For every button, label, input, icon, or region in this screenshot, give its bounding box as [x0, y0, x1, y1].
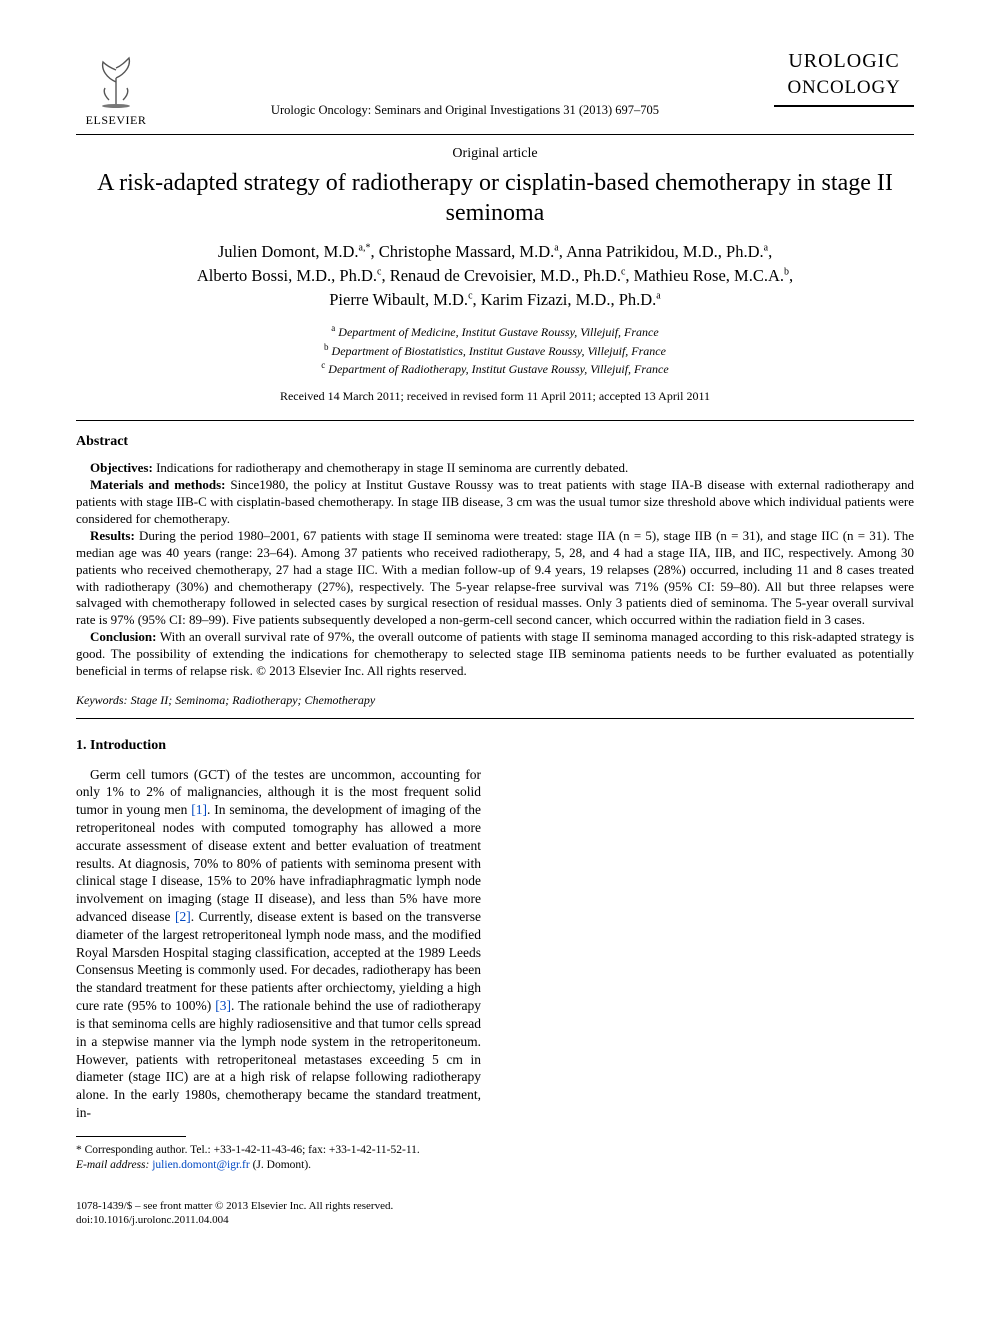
reference-link[interactable]: [1] — [191, 802, 207, 817]
affiliation: Department of Biostatistics, Institut Gu… — [332, 344, 666, 358]
divider — [76, 718, 914, 719]
section-heading: 1. Introduction — [76, 737, 481, 755]
author-list: Julien Domont, M.D.a,*, Christophe Massa… — [76, 240, 914, 312]
footnotes: * Corresponding author. Tel.: +33-1-42-1… — [76, 1143, 481, 1173]
article-title: A risk-adapted strategy of radiotherapy … — [76, 168, 914, 228]
author: Alberto Bossi, M.D., Ph.D. — [197, 266, 377, 285]
doi-line: doi:10.1016/j.urolonc.2011.04.004 — [76, 1213, 481, 1227]
body-paragraph: Germ cell tumors (GCT) of the testes are… — [76, 766, 481, 1122]
abstract-heading: Abstract — [76, 433, 914, 452]
author: Karim Fizazi, M.D., Ph.D. — [481, 290, 657, 309]
journal-name-line2: ONCOLOGY — [774, 75, 914, 101]
citation-line: Urologic Oncology: Seminars and Original… — [156, 48, 774, 119]
author: Julien Domont, M.D. — [218, 242, 359, 261]
keywords-label: Keywords: — [76, 693, 128, 707]
author: Mathieu Rose, M.C.A. — [634, 266, 784, 285]
author: Christophe Massard, M.D. — [379, 242, 555, 261]
corresponding-author: * Corresponding author. Tel.: +33-1-42-1… — [76, 1143, 481, 1158]
reference-link[interactable]: [2] — [175, 909, 191, 924]
footnote-divider — [76, 1136, 186, 1137]
abstract-label: Results: — [90, 528, 135, 543]
author: Renaud de Crevoisier, M.D., Ph.D. — [390, 266, 621, 285]
journal-name-line1: UROLOGIC — [774, 48, 914, 75]
keywords: Keywords: Stage II; Seminoma; Radiothera… — [76, 692, 914, 708]
abstract-text: With an overall survival rate of 97%, th… — [76, 629, 914, 678]
copyright-line: 1078-1439/$ – see front matter © 2013 El… — [76, 1199, 481, 1213]
publisher-name: ELSEVIER — [86, 112, 147, 128]
front-matter: 1078-1439/$ – see front matter © 2013 El… — [76, 1199, 481, 1228]
author: Pierre Wibault, M.D. — [329, 290, 468, 309]
elsevier-tree-icon — [85, 48, 147, 110]
abstract-label: Objectives: — [90, 460, 153, 475]
divider — [76, 134, 914, 135]
abstract-label: Conclusion: — [90, 629, 156, 644]
email-attribution: (J. Domont). — [253, 1159, 311, 1171]
author: Anna Patrikidou, M.D., Ph.D. — [566, 242, 764, 261]
article-type: Original article — [76, 145, 914, 164]
abstract-text: Indications for radiotherapy and chemoth… — [156, 460, 628, 475]
publisher-logo: ELSEVIER — [76, 48, 156, 128]
keywords-text: Stage II; Seminoma; Radiotherapy; Chemot… — [131, 693, 376, 707]
divider — [76, 420, 914, 421]
body-columns: 1. Introduction Germ cell tumors (GCT) o… — [76, 737, 914, 1227]
abstract-body: Objectives: Indications for radiotherapy… — [76, 460, 914, 680]
reference-link[interactable]: [3] — [215, 998, 231, 1013]
journal-logo: UROLOGIC ONCOLOGY — [774, 48, 914, 111]
header: ELSEVIER Urologic Oncology: Seminars and… — [76, 48, 914, 128]
article-dates: Received 14 March 2011; received in revi… — [76, 388, 914, 404]
affiliations: a Department of Medicine, Institut Gusta… — [76, 322, 914, 378]
affiliation: Department of Radiotherapy, Institut Gus… — [328, 362, 668, 376]
email-label: E-mail address: — [76, 1159, 149, 1171]
email-link[interactable]: julien.domont@igr.fr — [152, 1159, 249, 1171]
abstract-text: During the period 1980–2001, 67 patients… — [76, 528, 914, 627]
affiliation: Department of Medicine, Institut Gustave… — [338, 325, 658, 339]
abstract-label: Materials and methods: — [90, 477, 225, 492]
